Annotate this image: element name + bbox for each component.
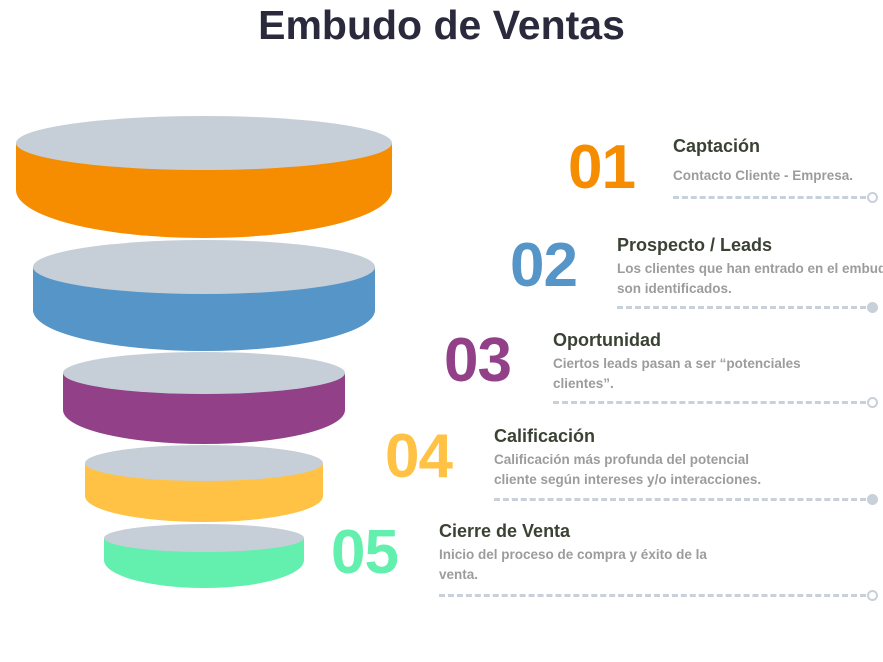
step-number: 02 [510, 231, 578, 300]
step-description: Inicio del proceso de compra y éxito de … [439, 547, 707, 582]
step-title: Captación [673, 136, 761, 156]
step-number: 03 [444, 326, 512, 395]
funnel-disc-2 [33, 240, 375, 351]
connector-end-circle-icon [867, 590, 878, 601]
connector-line [617, 306, 866, 309]
disc-top [104, 524, 304, 552]
disc-top [33, 240, 375, 294]
connector-end-circle-icon [867, 397, 878, 408]
page-title: Embudo de Ventas [258, 2, 625, 48]
disc-top [16, 116, 392, 170]
step-description: Contacto Cliente - Empresa. [673, 168, 854, 183]
connector-end-circle-icon [867, 192, 878, 203]
connector-end-circle-icon [867, 494, 878, 505]
step-title: Cierre de Venta [439, 521, 571, 541]
funnel-disc-3 [63, 352, 345, 444]
step-title: Calificación [494, 426, 596, 446]
step-title: Oportunidad [553, 330, 661, 350]
disc-side [16, 143, 392, 238]
step-number: 04 [385, 422, 453, 491]
disc-top [85, 445, 323, 481]
disc-side [104, 538, 304, 588]
step-number: 01 [568, 133, 636, 202]
funnel-disc-5 [104, 524, 304, 588]
step-description: Los clientes que han entrado en el embud… [617, 261, 883, 296]
funnel-disc-1 [16, 116, 392, 238]
step-description: Ciertos leads pasan a ser “potenciales c… [553, 356, 801, 391]
connector-end-circle-icon [867, 302, 878, 313]
connector-line [494, 498, 866, 501]
connector-line [553, 401, 866, 404]
funnel-graphic [16, 116, 392, 588]
step-title: Prospecto / Leads [617, 235, 773, 255]
step-number: 05 [331, 518, 399, 587]
connector-line [439, 594, 866, 597]
funnel-disc-4 [85, 445, 323, 522]
connector-line [673, 196, 866, 199]
step-description: Calificación más profunda del potencial … [494, 452, 762, 487]
disc-top [63, 352, 345, 394]
